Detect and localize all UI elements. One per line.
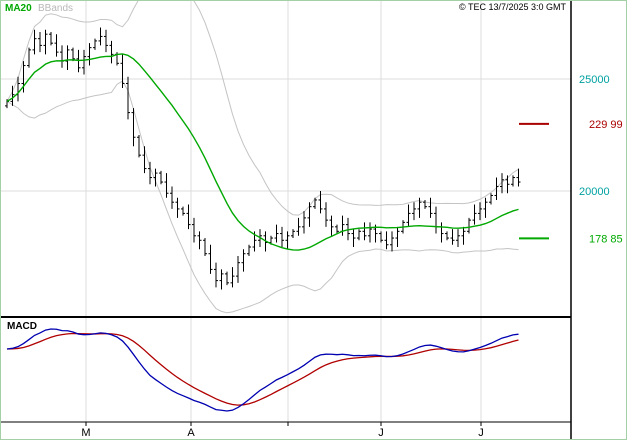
bbands-legend: BBands: [38, 3, 74, 14]
macd-line: [6, 328, 519, 412]
x-axis-label: M: [81, 427, 90, 439]
y-axis-label: 20000: [579, 186, 610, 198]
bollinger-lower-band: [6, 80, 519, 314]
level-label: 178 85: [589, 233, 623, 245]
level-label: 229 99: [589, 119, 623, 131]
ma20-legend: MA20: [5, 3, 32, 14]
macd-legend: MACD: [7, 321, 37, 332]
bollinger-upper-band: [6, 1, 519, 216]
x-axis-label: J: [478, 427, 484, 439]
x-axis-label: A: [187, 427, 195, 439]
y-axis-label: 25000: [579, 74, 610, 86]
copyright-text: © TEC 13/7/2025 3:0 GMT: [458, 2, 566, 12]
x-axis-label: J: [378, 427, 384, 439]
ma20-line: [6, 53, 519, 251]
macd-signal-line: [6, 332, 519, 406]
gridlines: [1, 1, 571, 422]
